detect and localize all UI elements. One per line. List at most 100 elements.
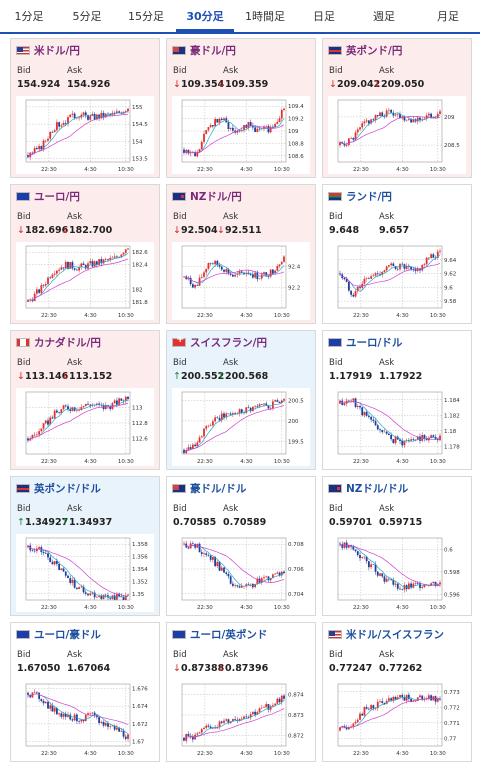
y-tick-label: 112.6 [132, 437, 148, 443]
y-tick-label: 113 [132, 406, 143, 412]
pair-name[interactable]: ユーロ/英ポンド [190, 628, 268, 641]
pair-name[interactable]: ユーロ/ドル [346, 336, 403, 349]
candle-body [33, 691, 36, 693]
tab-月足[interactable]: 月足 [437, 10, 459, 23]
pair-name[interactable]: 英ポンド/円 [346, 44, 403, 57]
pair-name[interactable]: ランド/円 [346, 190, 392, 203]
candle-body [194, 284, 197, 288]
tab-5分足[interactable]: 5分足 [72, 10, 102, 23]
mini-chart[interactable]: 182.6 182.4 182 181.8 22:30 4:30 10:30 [16, 242, 154, 320]
candle-body [405, 265, 408, 269]
candle-body [189, 735, 192, 737]
candle-body [354, 549, 357, 552]
tab-30分足[interactable]: 30分足 [176, 0, 234, 32]
candle-body [198, 149, 201, 152]
candle-body [84, 592, 87, 594]
candle-body [49, 417, 52, 425]
rate-card[interactable]: ユーロ/ドル Bid Ask 1.17919 1.17922 1.184 1.182 1.18… [322, 330, 472, 470]
ask-value: ↑1.34937 [61, 517, 112, 528]
pair-title[interactable]: 豪ドル/ドル [172, 481, 246, 495]
y-tick-label: 0.772 [444, 705, 460, 711]
pair-title[interactable]: NZドル/円 [172, 189, 242, 203]
candle-body [47, 277, 49, 285]
pair-title[interactable]: カナダドル/円 [16, 335, 101, 349]
tab-1時間足[interactable]: 1時間足 [245, 10, 285, 23]
rate-card[interactable]: 英ポンド/ドル Bid Ask ↑1.34927 ↑1.34937 1.358 1.356 1… [10, 476, 160, 616]
mini-chart[interactable]: 9.64 9.62 9.6 9.58 22:30 4:30 10:30 [328, 242, 466, 320]
tab-1分足[interactable]: 1分足 [14, 10, 44, 23]
candle-body [267, 126, 270, 133]
pair-name[interactable]: ユーロ/豪ドル [34, 628, 101, 641]
pair-title[interactable]: ユーロ/豪ドル [16, 627, 101, 641]
candle-body [434, 581, 437, 586]
mini-chart[interactable]: 155 154.5 154 153.5 22:30 4:30 10:30 [16, 96, 154, 174]
pair-name[interactable]: カナダドル/円 [34, 336, 101, 349]
pair-title[interactable]: 英ポンド/ドル [16, 481, 101, 495]
tab-週足[interactable]: 週足 [373, 10, 395, 23]
rate-card[interactable]: 英ポンド/円 Bid Ask ↓209.042 ↓209.050 209 208.5 22:3… [322, 38, 472, 178]
candle-body [75, 269, 78, 271]
pair-name[interactable]: 豪ドル/円 [190, 44, 236, 57]
pair-name[interactable]: スイスフラン/円 [190, 336, 268, 349]
rate-card[interactable]: ユーロ/円 Bid Ask ↓182.696 ↓182.700 182.6 182.4 182… [10, 184, 160, 324]
candle-body [383, 702, 386, 704]
candle-body [350, 726, 353, 728]
pair-title[interactable]: ユーロ/英ポンド [172, 627, 267, 641]
mini-chart[interactable]: 0.773 0.772 0.771 0.77 22:30 4:30 10:30 [328, 680, 466, 758]
candle-body [385, 431, 388, 434]
mini-chart[interactable]: 0.708 0.706 0.704 22:30 4:30 10:30 [172, 534, 310, 612]
candle-body [42, 552, 45, 553]
long-ma-line [183, 405, 285, 454]
pair-name[interactable]: 米ドル/円 [34, 44, 80, 57]
mini-chart[interactable]: 209 208.5 22:30 4:30 10:30 [328, 96, 466, 174]
pair-name[interactable]: NZドル/ドル [346, 482, 409, 495]
rate-card[interactable]: ユーロ/豪ドル Bid Ask 1.67050 1.67064 1.676 1.674 1.6… [10, 622, 160, 762]
mini-chart[interactable]: 92.4 92.2 22:30 4:30 10:30 [172, 242, 310, 320]
pair-title[interactable]: 英ポンド/円 [328, 43, 402, 57]
rate-card[interactable]: 豪ドル/円 Bid Ask ↓109.354 ↓109.359 109.4 109.2 109… [166, 38, 316, 178]
candle-body [214, 119, 217, 127]
bid-number: 1.17919 [329, 371, 373, 382]
rate-card[interactable]: カナダドル/円 Bid Ask ↓113.146 ↓113.152 113 112.8 112… [10, 330, 160, 470]
rate-card[interactable]: スイスフラン/円BidAsk↑200.552↑200.568200.520019… [166, 330, 316, 470]
pair-title[interactable]: ユーロ/円 [16, 189, 80, 203]
candle-body [269, 269, 272, 277]
rate-card[interactable]: 豪ドル/ドル Bid Ask 0.70585 0.70589 0.708 0.706 0.70… [166, 476, 316, 616]
mini-chart[interactable]: 0.6 0.598 0.596 22:30 4:30 10:30 [328, 534, 466, 612]
candle-body [225, 413, 228, 418]
candle-body [223, 720, 225, 723]
rate-card[interactable]: 米ドル/スイスフラン Bid Ask 0.77247 0.77262 0.773 0.772… [322, 622, 472, 762]
rate-card[interactable]: NZドル/ドル Bid Ask 0.59701 0.59715 0.6 0.598 0.596… [322, 476, 472, 616]
mini-chart[interactable]: 0.874 0.873 0.872 22:30 4:30 10:30 [172, 680, 310, 758]
mini-chart[interactable]: 200.5 200 199.5 22:30 4:30 10:30 [172, 388, 310, 466]
rate-card[interactable]: ランド/円 Bid Ask 9.648 9.657 9.64 9.62 9.6 9.58 22:3… [322, 184, 472, 324]
pair-title[interactable]: スイスフラン/円 [172, 334, 268, 349]
pair-name[interactable]: ユーロ/円 [34, 190, 80, 203]
pair-title[interactable]: ユーロ/ドル [328, 335, 402, 349]
pair-title[interactable]: 米ドル/スイスフラン [328, 627, 444, 641]
pair-title[interactable]: ランド/円 [328, 189, 392, 203]
mini-chart[interactable]: 1.184 1.182 1.18 1.178 22:30 4:30 10:30 [328, 388, 466, 466]
candle-body [354, 398, 357, 407]
pair-name[interactable]: 米ドル/スイスフラン [346, 628, 445, 641]
mini-chart[interactable]: 1.358 1.356 1.354 1.352 1.35 22:30 4:30 10:30 [16, 534, 154, 612]
flag-icon [172, 191, 186, 201]
pair-title[interactable]: 豪ドル/円 [172, 43, 236, 57]
pair-name[interactable]: NZドル/円 [190, 190, 242, 203]
bid-label: Bid [329, 66, 343, 76]
pair-name[interactable]: 豪ドル/ドル [190, 482, 247, 495]
tab-日足[interactable]: 日足 [313, 10, 335, 23]
pair-title[interactable]: 米ドル/円 [16, 43, 80, 57]
mini-chart[interactable]: 113 112.8 112.6 22:30 4:30 10:30 [16, 388, 154, 466]
rate-card[interactable]: ユーロ/英ポンド Bid Ask ↓0.87388 ↓0.87396 0.874 0.873… [166, 622, 316, 762]
candle-body [80, 407, 83, 411]
pair-title[interactable]: NZドル/ドル [328, 481, 408, 495]
rate-card[interactable]: NZドル/円 Bid Ask ↓92.504 ↓92.511 92.4 92.2 22:30 4… [166, 184, 316, 324]
mini-chart[interactable]: 109.4 109.2 109 108.8 108.6 22:30 4:30 10:30 [172, 96, 310, 174]
mini-chart[interactable]: 1.676 1.674 1.672 1.67 22:30 4:30 10:30 [16, 680, 154, 758]
candle-body [271, 269, 274, 274]
flag-icon [16, 483, 30, 493]
rate-card[interactable]: 米ドル/円 Bid Ask 154.924 154.926 155 154.5 154 153.… [10, 38, 160, 178]
tab-15分足[interactable]: 15分足 [128, 10, 164, 23]
pair-name[interactable]: 英ポンド/ドル [34, 482, 101, 495]
